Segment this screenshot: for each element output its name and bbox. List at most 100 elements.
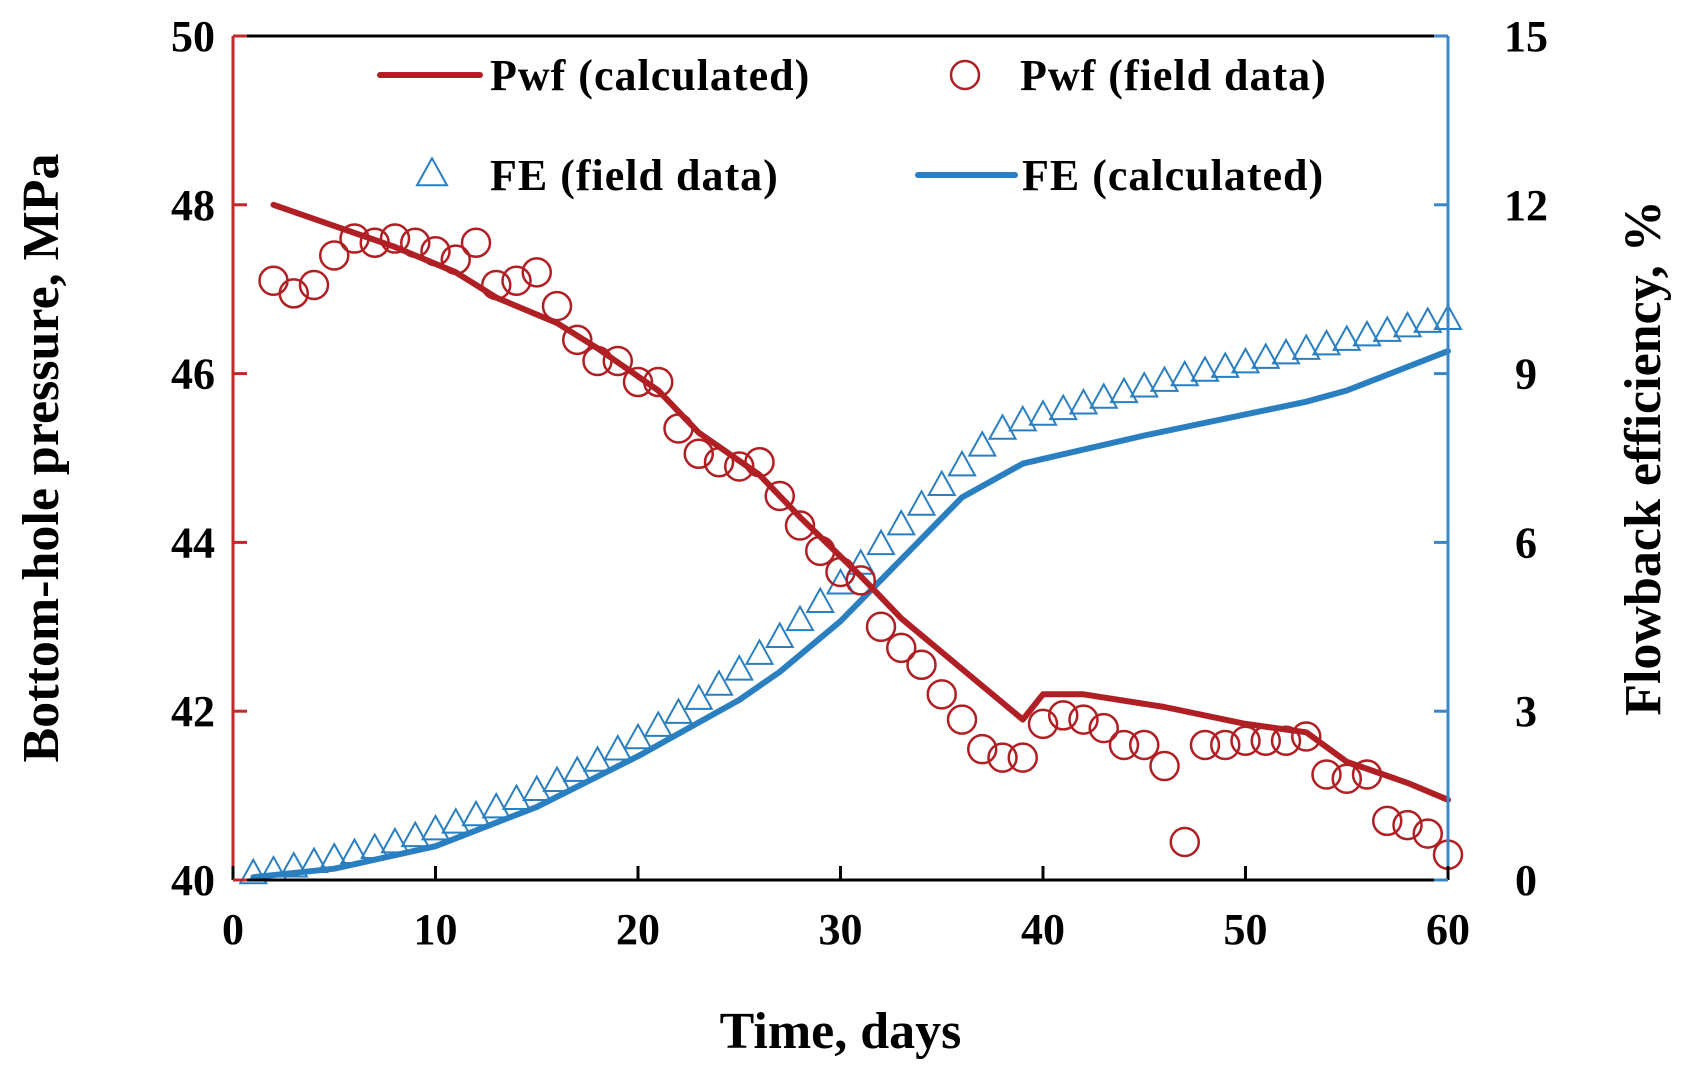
data-point-pwf-field-data — [865, 611, 897, 643]
data-point-pwf-field-data — [1331, 763, 1362, 794]
legend-swatch-triangle — [415, 156, 449, 187]
data-point-fe-field-data — [1170, 359, 1200, 387]
data-point-fe-field-data — [1311, 328, 1342, 356]
legend-swatch-circle — [949, 59, 981, 91]
data-point-pwf-field-data — [1027, 708, 1059, 740]
data-point-fe-field-data — [1190, 355, 1220, 382]
legend-label: FE (field data) — [490, 151, 779, 200]
data-point-pwf-field-data — [926, 679, 957, 710]
y-tick-label: 48 — [171, 181, 215, 230]
data-point-pwf-field-data — [1108, 729, 1140, 761]
data-point-pwf-field-data — [379, 223, 411, 254]
data-point-fe-field-data — [724, 654, 754, 681]
tick-labels: 0 10 20 30 40 50 60 40 42 44 46 48 50 0 3 6 9 12 15 — [171, 12, 1548, 954]
data-point-fe-field-data — [1352, 319, 1382, 347]
data-point-pwf-field-data — [906, 649, 937, 681]
y-tick-label: 46 — [171, 350, 215, 399]
data-point-pwf-field-data — [805, 535, 836, 567]
y2-tick-label: 12 — [1504, 181, 1548, 230]
data-point-pwf-field-data — [278, 278, 309, 309]
data-point-fe-field-data — [643, 710, 673, 737]
data-point-pwf-field-data — [1210, 729, 1241, 761]
data-point-pwf-field-data — [886, 632, 917, 664]
data-point-pwf-field-data — [1189, 729, 1221, 761]
data-point-fe-field-data — [1291, 333, 1321, 360]
y2-tick-label: 9 — [1515, 350, 1537, 399]
data-point-pwf-field-data — [1169, 826, 1200, 858]
data-point-fe-field-data — [1210, 351, 1240, 378]
data-point-fe-field-data — [1109, 376, 1139, 404]
data-point-fe-field-data — [785, 604, 815, 632]
data-point-fe-field-data — [866, 528, 896, 556]
data-point-pwf-field-data — [1088, 712, 1119, 744]
data-point-pwf-field-data — [987, 742, 1018, 773]
data-point-fe-field-data — [906, 489, 937, 516]
data-point-fe-field-data — [744, 638, 775, 665]
series-line-pwf-calculated — [270, 201, 1451, 803]
x-tick-label: 30 — [819, 905, 863, 954]
series-line-fe-calculated — [250, 348, 1451, 881]
x-tick-label: 50 — [1224, 905, 1268, 954]
data-point-fe-field-data — [967, 430, 997, 457]
data-point-pwf-field-data — [258, 265, 289, 297]
data-point-fe-field-data — [420, 813, 451, 841]
y-tick-label: 40 — [171, 856, 215, 905]
data-point-fe-field-data — [279, 851, 309, 878]
y2-tick-label: 0 — [1515, 856, 1537, 905]
data-point-fe-field-data — [461, 799, 491, 827]
y2-tick-label: 3 — [1515, 687, 1537, 736]
legend-label: Pwf (calculated) — [490, 51, 810, 100]
data-point-pwf-field-data — [1129, 729, 1160, 761]
data-point-pwf-field-data — [1149, 750, 1180, 782]
data-point-pwf-field-data — [1291, 721, 1322, 752]
data-point-pwf-field-data — [521, 257, 552, 288]
data-point-pwf-field-data — [1372, 805, 1403, 837]
data-point-pwf-field-data — [724, 451, 755, 482]
data-point-fe-field-data — [501, 783, 532, 810]
data-point-pwf-field-data — [298, 269, 330, 301]
data-point-fe-field-data — [1372, 315, 1402, 342]
data-point-fe-field-data — [1089, 382, 1119, 409]
y2-axis-title: Flowback efficiency, % — [1615, 200, 1672, 716]
data-point-pwf-field-data — [622, 366, 654, 398]
data-point-pwf-field-data — [1007, 742, 1038, 773]
data-point-fe-field-data — [360, 832, 390, 859]
data-point-fe-field-data — [238, 857, 268, 885]
data-point-fe-field-data — [1230, 346, 1261, 374]
data-point-fe-field-data — [441, 807, 471, 834]
y-tick-label: 42 — [171, 687, 215, 736]
data-point-fe-field-data — [380, 826, 410, 854]
data-point-fe-field-data — [805, 586, 835, 614]
data-point-pwf-field-data — [1068, 704, 1099, 735]
data-point-fe-field-data — [1028, 399, 1058, 426]
data-point-fe-field-data — [522, 774, 552, 801]
data-point-pwf-field-data — [946, 704, 978, 735]
data-point-pwf-field-data — [845, 565, 876, 596]
y-tick-label: 44 — [171, 518, 215, 567]
data-point-fe-field-data — [765, 621, 795, 648]
x-tick-label: 0 — [222, 905, 244, 954]
data-point-pwf-field-data — [501, 265, 532, 297]
data-point-fe-field-data — [1332, 324, 1362, 351]
data-point-fe-field-data — [927, 469, 957, 497]
data-point-pwf-field-data — [319, 240, 350, 271]
data-point-pwf-field-data — [1311, 759, 1342, 790]
data-point-fe-field-data — [987, 413, 1018, 440]
data-point-fe-field-data — [1048, 393, 1078, 421]
data-point-fe-field-data — [663, 697, 694, 724]
data-point-pwf-field-data — [562, 324, 593, 356]
data-point-fe-field-data — [542, 765, 572, 792]
y-tick-label: 50 — [171, 12, 215, 61]
y-axis-title: Bottom-hole pressure, MPa — [13, 154, 70, 763]
chart-marks — [238, 201, 1464, 885]
data-point-fe-field-data — [1068, 387, 1099, 415]
data-point-pwf-field-data — [1392, 809, 1423, 841]
data-point-fe-field-data — [1129, 371, 1159, 398]
legend: Pwf (calculated) Pwf (field data) FE (fiel… — [377, 51, 1326, 200]
y2-tick-label: 6 — [1515, 518, 1537, 567]
x-tick-label: 10 — [414, 905, 458, 954]
x-axis-title: Time, days — [720, 1003, 962, 1060]
data-point-fe-field-data — [400, 820, 430, 848]
data-point-pwf-field-data — [460, 227, 492, 259]
